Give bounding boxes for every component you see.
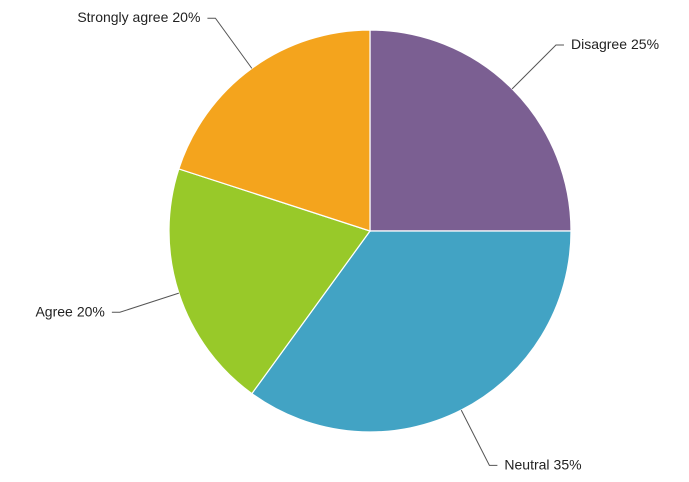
pie-slice: [251, 230, 572, 433]
slice-label-value: 20%: [77, 303, 105, 319]
leader-line: [111, 292, 179, 313]
leader-line: [207, 17, 253, 69]
slice-label-value: 35%: [554, 456, 582, 472]
slice-label: Disagree 25%: [571, 36, 659, 52]
slice-label: Strongly agree 20%: [77, 9, 200, 25]
slice-label-value: 20%: [172, 9, 200, 25]
leader-line: [511, 44, 564, 90]
pie-slice: [178, 29, 371, 232]
slice-label-name: Neutral: [504, 456, 549, 472]
slice-label-name: Strongly agree: [77, 9, 168, 25]
pie-slice: [369, 29, 572, 232]
leader-line: [460, 409, 498, 466]
slice-label-name: Agree: [35, 303, 73, 319]
slice-label: Neutral 35%: [504, 456, 581, 472]
slice-label-name: Disagree: [571, 36, 627, 52]
pie-slice: [168, 168, 371, 395]
slice-label: Agree 20%: [35, 303, 104, 319]
slice-label-value: 25%: [631, 36, 659, 52]
